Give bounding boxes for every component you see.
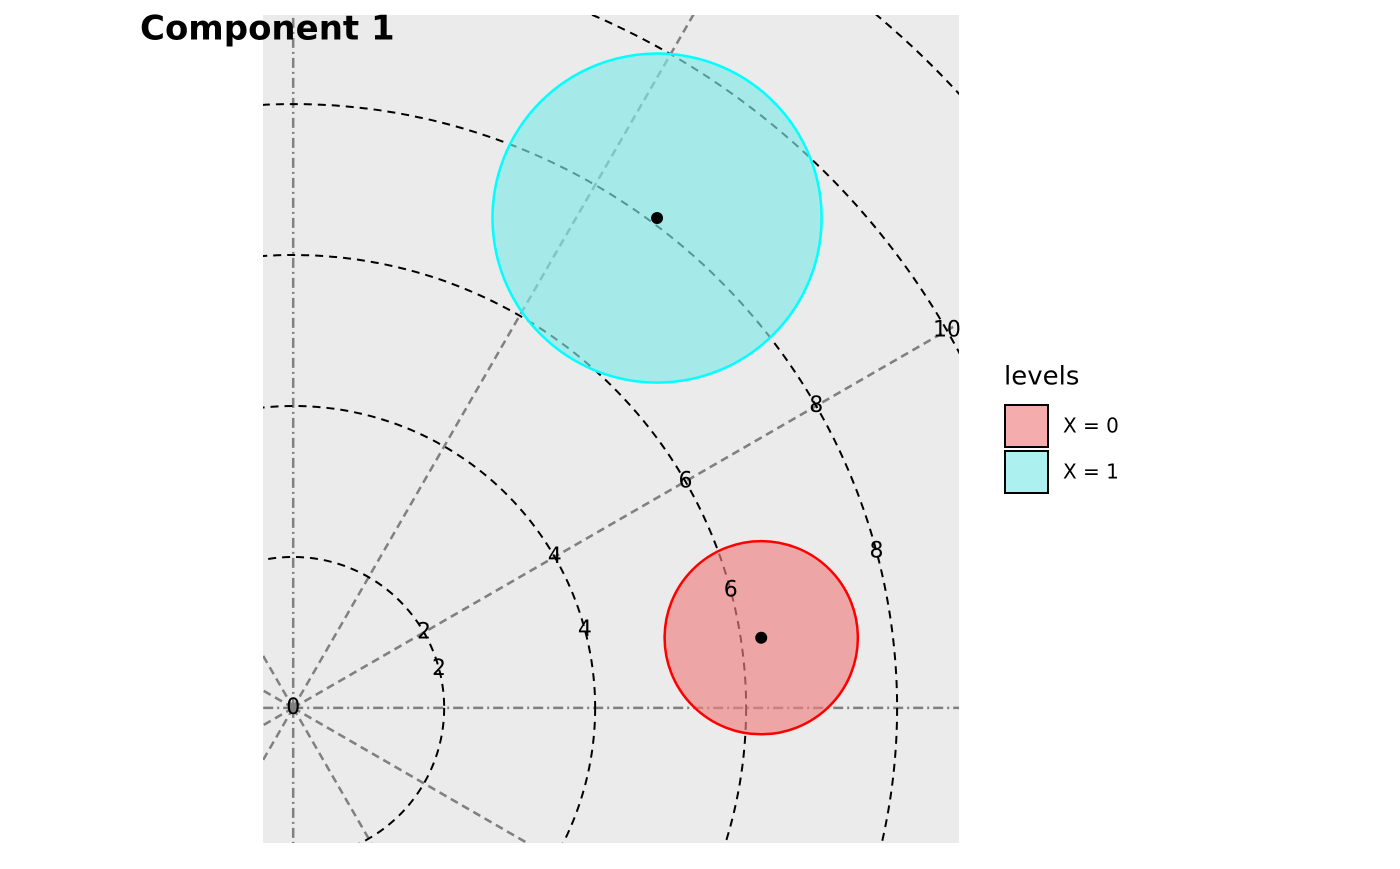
ring	[263, 405, 597, 843]
spoke	[263, 689, 294, 709]
level-center	[651, 212, 664, 225]
ring-label: 8	[809, 393, 823, 418]
ring-label: 6	[678, 468, 692, 493]
spoke	[263, 653, 295, 709]
ring-label: 6	[724, 578, 738, 603]
legend: X = 0 X = 1	[1004, 404, 1119, 494]
ring-label: 2	[417, 619, 431, 644]
origin-label: 0	[286, 695, 300, 720]
ring-label: 4	[578, 617, 592, 642]
legend-title: levels	[1004, 362, 1079, 392]
ring-label: 4	[548, 544, 562, 569]
legend-swatch	[1004, 404, 1049, 448]
labels: 0 2 4 6 8 2 4 6 8 10	[286, 318, 961, 720]
chart-title: Component 1	[140, 9, 395, 49]
ring-label: 10	[933, 318, 961, 343]
spoke	[263, 706, 294, 727]
ring-label: 2	[432, 656, 446, 681]
ring-label: 8	[870, 539, 884, 564]
legend-swatch	[1004, 450, 1049, 494]
legend-label: X = 1	[1063, 460, 1119, 484]
level-center	[755, 631, 768, 644]
ring	[263, 103, 898, 843]
ring	[263, 555, 446, 843]
spoke	[263, 707, 295, 763]
legend-label: X = 0	[1063, 414, 1119, 438]
